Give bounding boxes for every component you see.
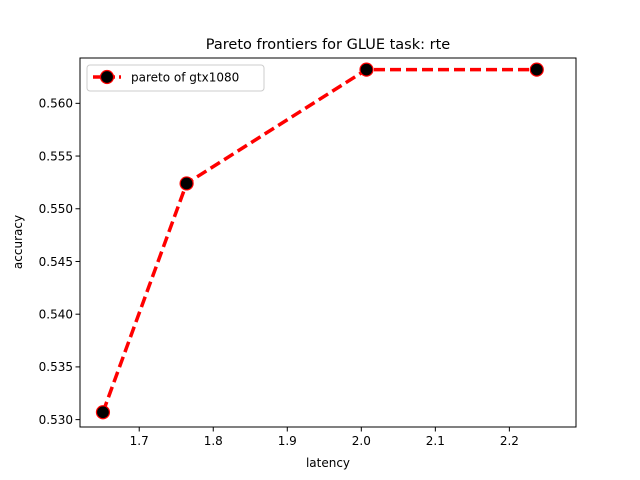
legend-label: pareto of gtx1080 xyxy=(131,71,239,85)
y-tick-label: 0.550 xyxy=(39,202,73,216)
series-layer xyxy=(95,62,544,420)
data-point xyxy=(179,176,194,191)
x-axis-label: latency xyxy=(306,456,350,470)
y-tick-label: 0.555 xyxy=(39,149,73,163)
legend-marker-sample xyxy=(99,69,115,85)
x-tick-label: 1.9 xyxy=(278,434,297,448)
y-tick-label: 0.530 xyxy=(39,413,73,427)
y-tick-label: 0.535 xyxy=(39,360,73,374)
y-tick-label: 0.560 xyxy=(39,97,73,111)
x-tick-label: 2.2 xyxy=(500,434,519,448)
axes-frame xyxy=(79,57,577,428)
data-point xyxy=(359,62,374,77)
x-axis-ticks: 1.7 1.8 1.9 2.0 2.1 2.2 xyxy=(130,427,519,448)
x-tick-label: 2.1 xyxy=(426,434,445,448)
legend-box xyxy=(86,64,265,92)
x-tick-label: 1.8 xyxy=(204,434,223,448)
x-tick-label: 2.0 xyxy=(352,434,371,448)
y-axis-ticks: 0.530 0.535 0.540 0.545 0.550 0.555 0.560 xyxy=(39,97,80,427)
data-point xyxy=(95,405,111,420)
legend: pareto of gtx1080 xyxy=(86,64,265,92)
data-point xyxy=(529,62,544,77)
x-tick-label: 1.7 xyxy=(130,434,149,448)
series-line xyxy=(101,67,537,413)
y-axis-label: accuracy xyxy=(11,215,25,269)
y-tick-label: 0.545 xyxy=(39,255,73,269)
chart-title: Pareto frontiers for GLUE task: rte xyxy=(206,37,450,53)
y-tick-label: 0.540 xyxy=(39,307,73,321)
